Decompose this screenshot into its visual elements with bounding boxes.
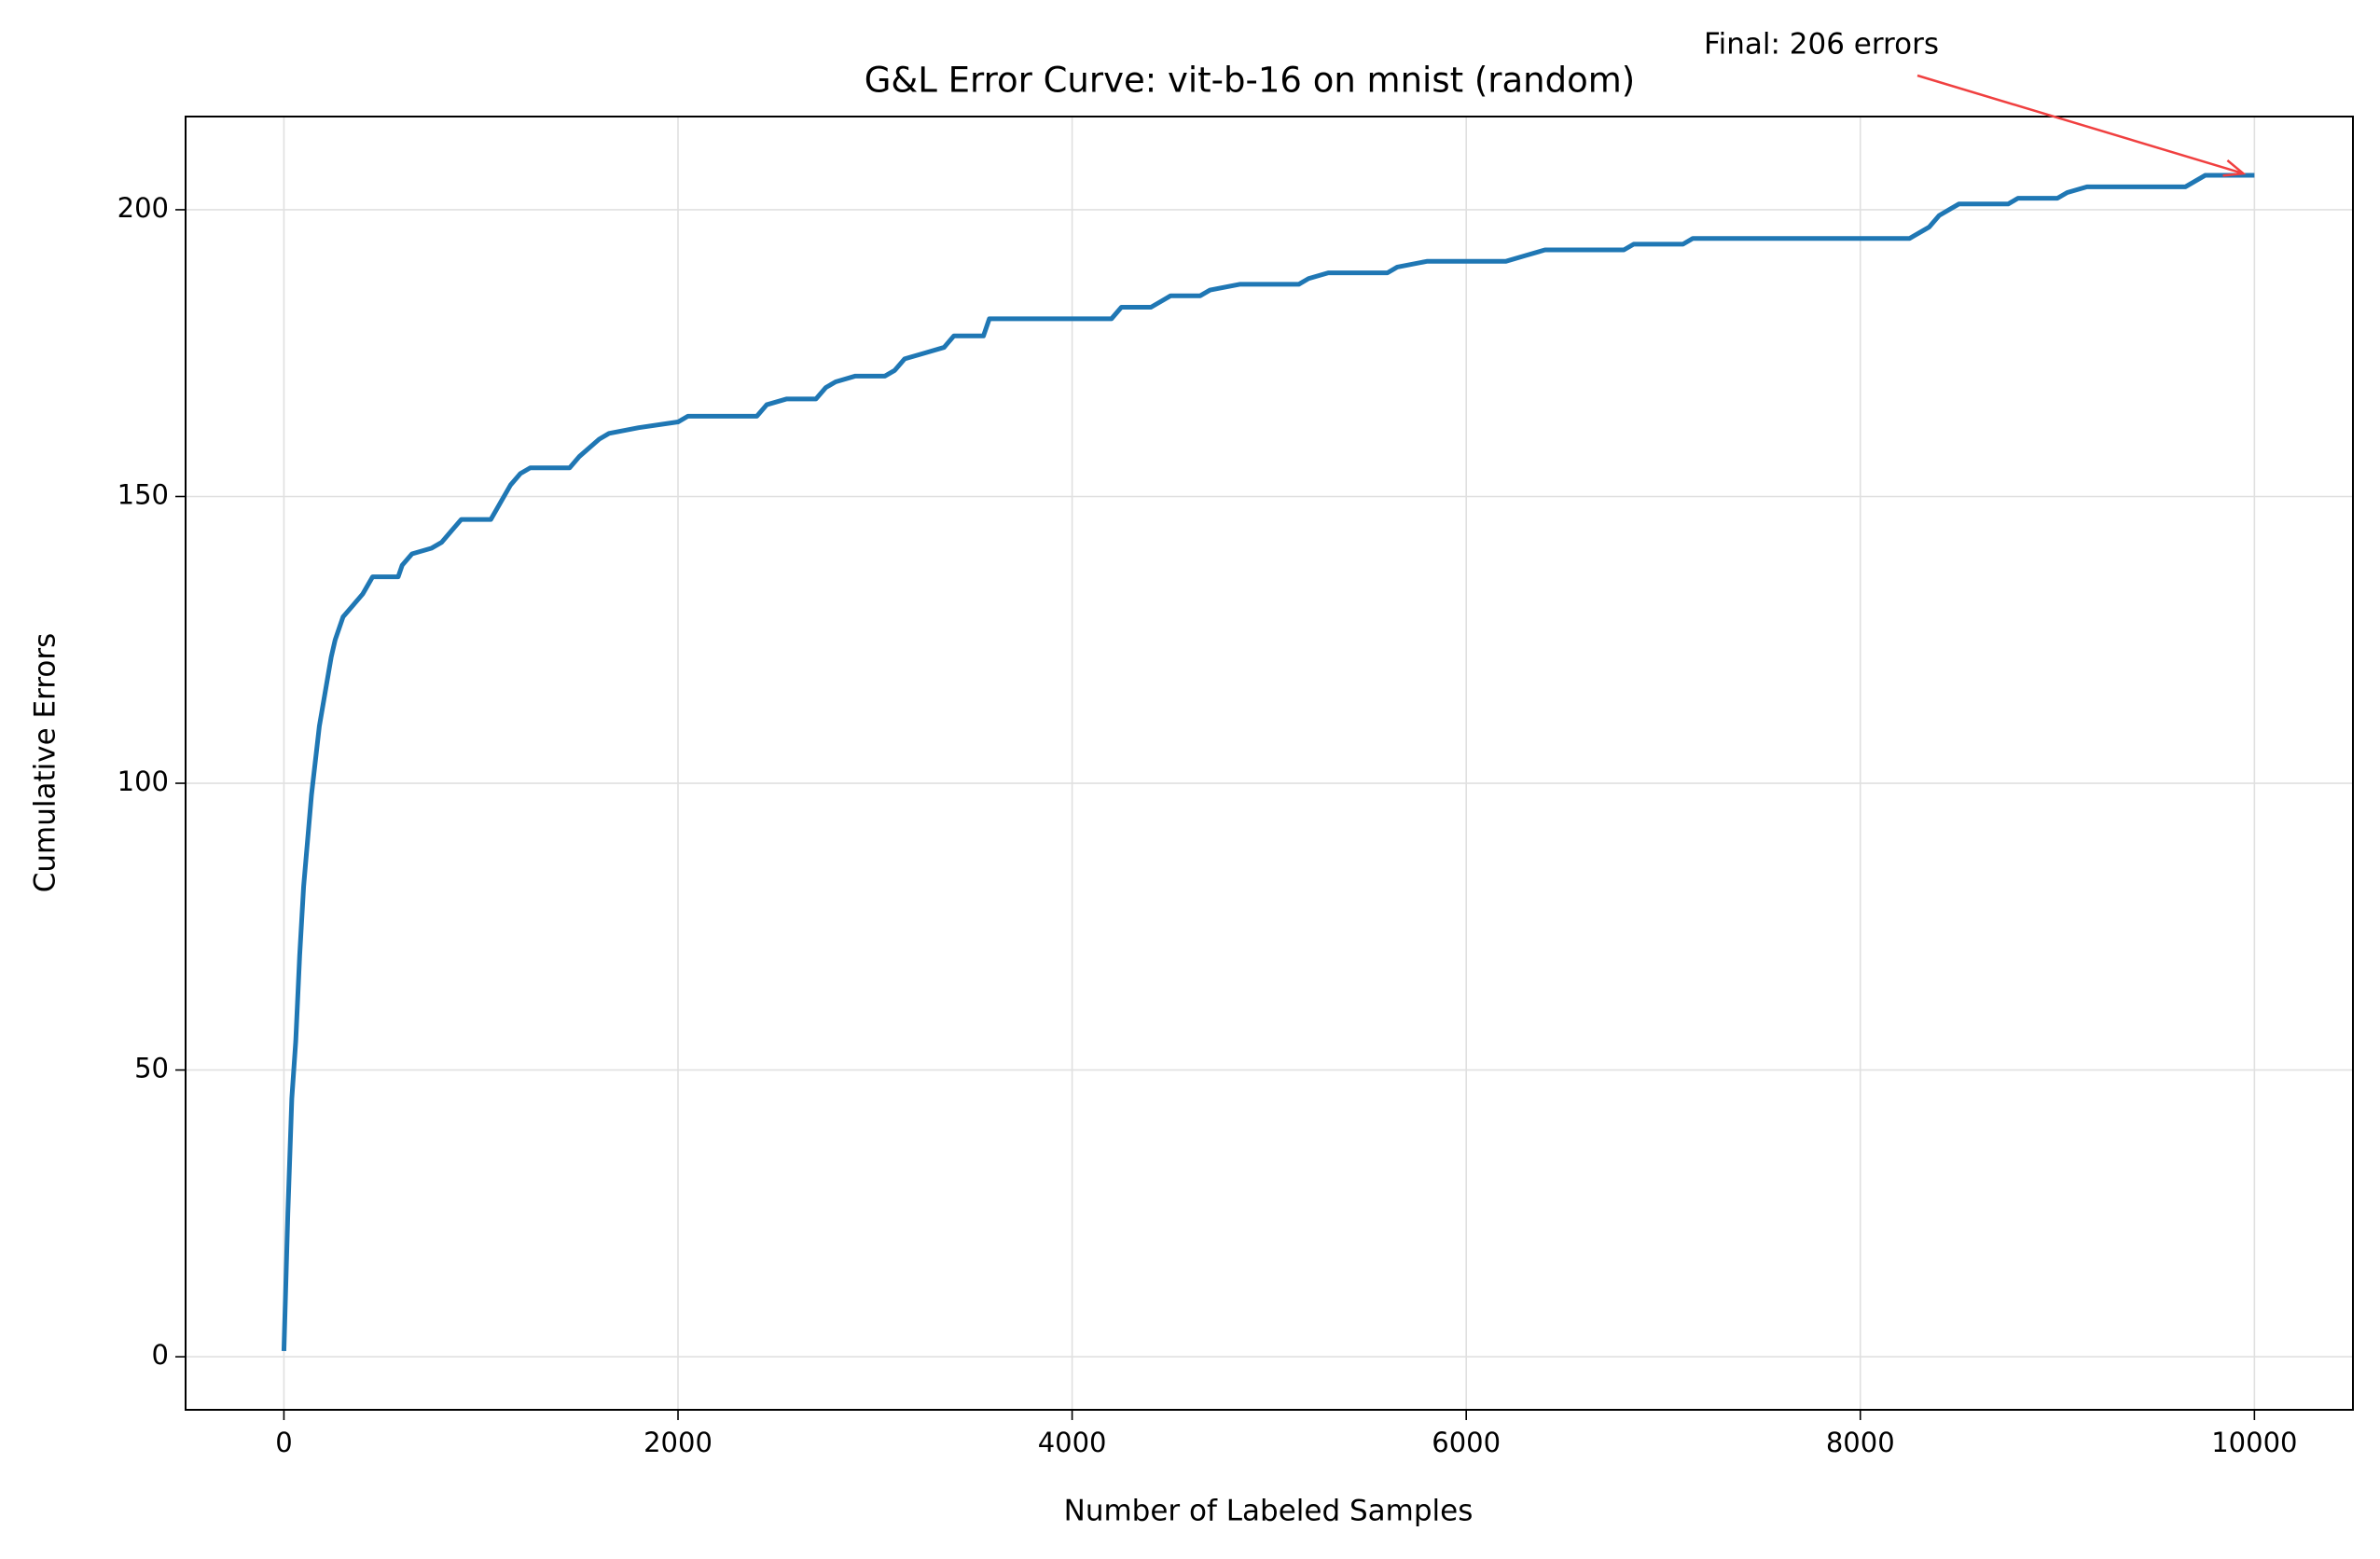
x-tick-label: 4000 — [1038, 1427, 1107, 1458]
y-tick-label: 50 — [134, 1053, 169, 1084]
x-tick-label: 6000 — [1432, 1427, 1501, 1458]
y-tick-label: 0 — [152, 1339, 169, 1371]
annotation-arrow — [1916, 74, 2244, 175]
data-line — [281, 172, 2255, 1352]
x-tick-label: 0 — [275, 1427, 292, 1458]
y-tick-label: 150 — [118, 478, 169, 510]
plot-frame — [185, 116, 2354, 1411]
y-axis-label: Cumulative Errors — [29, 633, 62, 893]
x-tick-label: 8000 — [1826, 1427, 1895, 1458]
annotation: Final: 206 errors — [1704, 28, 1939, 62]
y-tick-label: 200 — [118, 192, 169, 224]
y-tick-label: 100 — [118, 766, 169, 797]
chart-title: G&L Error Curve: vit-b-16 on mnist (rand… — [865, 61, 1635, 101]
x-tick-label: 2000 — [643, 1427, 713, 1458]
x-tick-label: 10000 — [2211, 1427, 2297, 1458]
x-axis-label: Number of Labeled Samples — [1064, 1495, 1474, 1528]
annotation-arrowhead — [2222, 159, 2247, 177]
